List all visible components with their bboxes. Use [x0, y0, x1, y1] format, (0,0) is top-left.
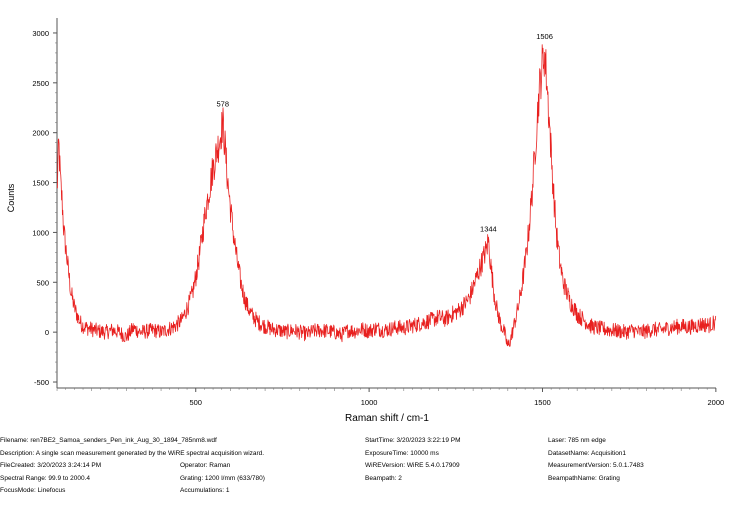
peak-label: 1506	[536, 32, 553, 41]
y-tick-label: 1500	[32, 179, 49, 188]
measurement-version-text: MeasurementVersion: 5.0.1.7483	[548, 462, 644, 469]
x-axis-label: Raman shift / cm-1	[345, 413, 429, 424]
peak-labels: 578 1344 1506	[217, 32, 553, 233]
start-time-text: StartTime: 3/20/2023 3:22:19 PM	[365, 437, 461, 444]
file-created-text: FileCreated: 3/20/2023 3:24:14 PM	[0, 462, 102, 469]
wire-version-text: WiREVersion: WiRE 5.4.0.17909	[365, 462, 460, 469]
x-tick-label: 1500	[534, 398, 551, 407]
filename-text: Filename: ren7BE2_Samoa_senders_Pen_ink_…	[0, 437, 217, 444]
y-tick-label: -500	[34, 378, 49, 387]
x-tick-label: 500	[189, 398, 202, 407]
exposure-time-text: ExposureTime: 10000 ms	[365, 450, 439, 457]
x-tick-label: 1000	[361, 398, 378, 407]
description-text: Description: A single scan measurement g…	[0, 450, 265, 457]
y-tick-label: 1000	[32, 228, 49, 237]
y-tick-label: 3000	[32, 29, 49, 38]
spectral-range-text: Spectral Range: 99.9 to 2000.4	[0, 475, 90, 482]
x-tick-label: 2000	[708, 398, 725, 407]
accumulations-text: Accumulations: 1	[180, 487, 230, 494]
laser-text: Laser: 785 nm edge	[548, 437, 606, 444]
y-tick-label: 500	[36, 278, 49, 287]
grating-text: Grating: 1200 l/mm (633/780)	[180, 475, 265, 482]
y-tick-label: 0	[45, 328, 49, 337]
beampath-name-text: BeampathName: Grating	[548, 475, 620, 482]
y-tick-label: 2000	[32, 129, 49, 138]
y-tick-label: 2500	[32, 79, 49, 88]
peak-label: 578	[217, 100, 230, 109]
tick-marks	[53, 32, 717, 392]
raman-spectrum-chart: -500 0 500 1000 1500 2000 2500 3000 500 1000 1500 2…	[6, 18, 724, 424]
tick-labels: -500 0 500 1000 1500 2000 2500 3000 500 1000 1500 2…	[32, 29, 724, 407]
beampath-text: Beampath: 2	[365, 475, 402, 482]
focus-mode-text: FocusMode: Linefocus	[0, 487, 66, 494]
spectrum-line	[56, 44, 717, 347]
y-axis-label: Counts	[6, 183, 16, 212]
peak-label: 1344	[480, 224, 497, 233]
dataset-name-text: DatasetName: Acquisition1	[548, 450, 627, 457]
operator-text: Operator: Raman	[180, 462, 231, 469]
